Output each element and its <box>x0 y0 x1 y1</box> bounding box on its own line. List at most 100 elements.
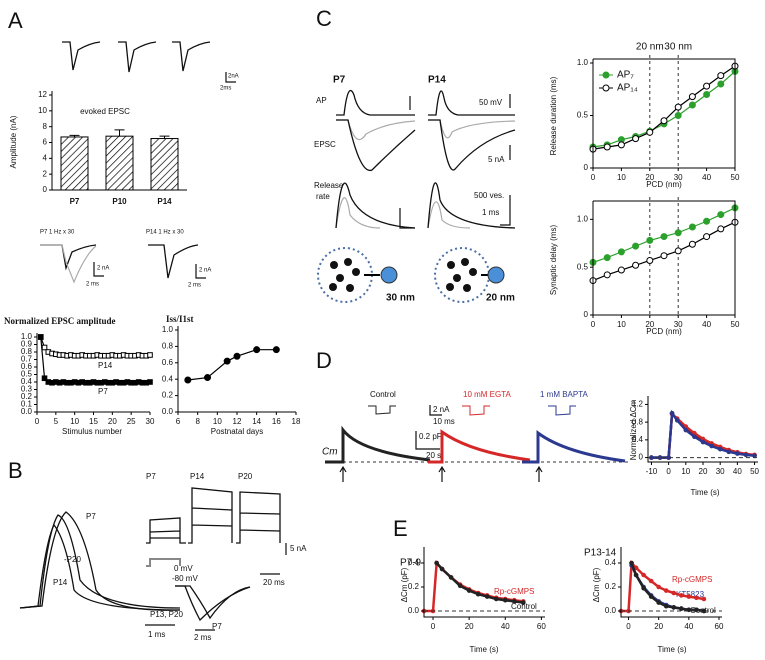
chart-title: evoked EPSC <box>80 107 130 116</box>
data-point <box>233 352 241 360</box>
data-point <box>439 566 445 572</box>
axes <box>592 59 735 169</box>
row-label: EPSC <box>314 140 336 149</box>
x-tick-label: 20 <box>108 417 117 426</box>
data-point <box>466 588 472 593</box>
column-label: P14 <box>190 472 205 481</box>
data-point <box>641 585 646 591</box>
data-point <box>646 256 654 264</box>
data-point <box>629 560 634 566</box>
y-axis-label: ΔCm (pF) <box>592 567 601 602</box>
y-tick-label: 0.8 <box>162 342 174 351</box>
data-point <box>521 600 526 605</box>
bar <box>105 135 134 191</box>
condition-label: 1 mM BAPTA <box>540 390 589 399</box>
data-point <box>703 217 711 225</box>
scale-label: 2ms <box>220 86 231 92</box>
y-axis-label: ΔCm (pF) <box>400 567 409 602</box>
data-point <box>475 591 481 597</box>
trace-label: P7 1 Hz x 30 <box>40 230 75 236</box>
x-axis-label: PCD (nm) <box>646 327 682 336</box>
data-point <box>674 247 682 255</box>
panel-e-labels: P7-9 P13-14 ΔCm (pF) ΔCm (pF) Time (s) T… <box>400 548 716 654</box>
series-label: Control <box>511 602 537 611</box>
x-tick-label: 20 <box>645 173 654 182</box>
x-tick-label: 40 <box>501 622 510 631</box>
x-tick-label: 0 <box>431 622 436 631</box>
data-point <box>663 603 669 609</box>
y-tick-label: 0.0 <box>408 606 420 615</box>
data-point <box>660 117 668 125</box>
data-point <box>688 101 696 109</box>
data-point <box>663 588 669 593</box>
y-axis-label: Amplitude (nA) <box>9 115 18 168</box>
y-tick-label: 0 <box>639 453 644 462</box>
data-point <box>674 229 682 237</box>
x-tick-label: 30 <box>674 173 683 182</box>
data-point <box>669 410 675 416</box>
chart-title: P7-9 <box>400 558 422 569</box>
y-tick-label: 6 <box>43 138 48 147</box>
data-point <box>646 128 654 136</box>
data-point <box>617 141 625 149</box>
panel-letters: A B C D E <box>8 6 408 541</box>
x-tick-label: P7 <box>70 197 80 206</box>
data-point <box>603 143 611 151</box>
x-tick-label: 5 <box>54 417 59 426</box>
legend-marker <box>602 84 610 92</box>
column-label: P14 <box>428 75 446 86</box>
x-tick-label: 40 <box>702 173 711 182</box>
y-tick-label: 0.8 <box>632 417 644 426</box>
axes <box>423 547 545 618</box>
x-tick-label: 60 <box>537 622 546 631</box>
scale-label: -80 mV <box>172 574 198 583</box>
x-tick-label: 16 <box>272 417 281 426</box>
series-line <box>40 336 151 384</box>
y-tick-label: 0.4 <box>605 558 617 567</box>
data-point <box>688 223 696 231</box>
distance-label: 20 nm <box>486 293 515 304</box>
scale-label: 5 nA <box>488 155 505 164</box>
panel-label: E <box>393 516 408 541</box>
data-point <box>603 271 611 279</box>
x-tick-label: P14 <box>157 197 172 206</box>
data-point <box>683 427 689 433</box>
data-point <box>688 240 696 248</box>
x-tick-label: 10 <box>617 173 626 182</box>
y-tick-label: 1.0 <box>21 332 33 341</box>
data-point <box>709 443 714 449</box>
scale-label: 0.2 pF <box>419 432 442 441</box>
y-tick-label: 0.6 <box>162 358 174 367</box>
data-point <box>674 103 682 111</box>
y-tick-label: 1.0 <box>577 58 589 67</box>
data-point <box>686 594 692 599</box>
y-axis-label: Synaptic delay (ms) <box>549 225 558 296</box>
data-point <box>717 211 725 219</box>
data-point <box>694 595 699 601</box>
x-tick-label: 20 <box>654 622 663 631</box>
scale-label: 5 nA <box>290 544 307 553</box>
data-point <box>633 572 639 578</box>
series-line <box>592 221 736 282</box>
x-tick-label: 8 <box>195 417 200 426</box>
scale-label: 2nA <box>228 74 239 80</box>
y-tick-label: 0 <box>584 163 589 172</box>
data-point <box>671 590 677 596</box>
trace-label: P13, P20 <box>150 610 183 619</box>
y-tick-label: 0.2 <box>21 392 33 401</box>
data-point <box>735 451 740 456</box>
distance-label: 30 nm <box>386 293 415 304</box>
x-tick-label: 30 <box>716 467 725 476</box>
data-point <box>147 352 153 358</box>
data-point <box>184 376 192 384</box>
data-point <box>617 248 625 256</box>
data-point <box>674 112 682 119</box>
x-tick-label: 0 <box>591 173 596 182</box>
legend-label: AP₁₄ <box>617 83 638 94</box>
series-line <box>187 349 277 381</box>
bar <box>60 136 89 191</box>
scale-label: 2 ms <box>194 633 211 642</box>
x-tick-label: 50 <box>731 320 740 329</box>
trace-label: P14 <box>53 578 68 587</box>
